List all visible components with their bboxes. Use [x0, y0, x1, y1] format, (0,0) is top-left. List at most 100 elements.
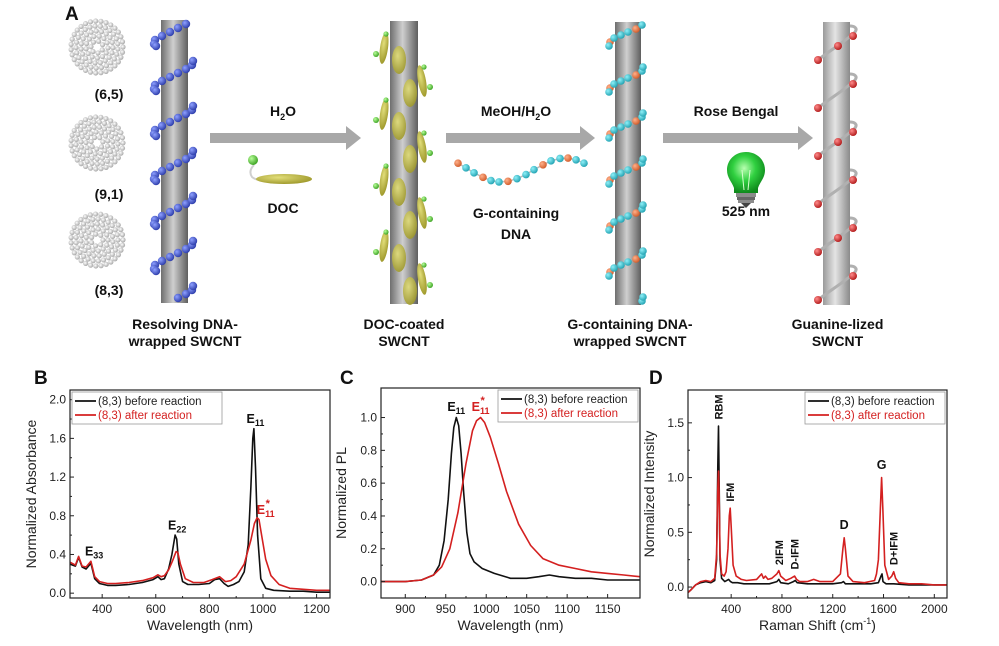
atom-dot	[81, 228, 87, 234]
atom-dot	[112, 159, 118, 165]
atom-dot	[93, 129, 99, 135]
atom-dot	[68, 240, 74, 246]
doc-head-dot	[383, 97, 389, 103]
atom-dot	[100, 217, 107, 223]
peak-annotation: G	[877, 458, 887, 472]
x-tick-label: 1000	[473, 602, 500, 616]
atom-dot	[112, 256, 118, 262]
atom-dot	[90, 48, 96, 55]
doc-ellipse	[392, 46, 406, 74]
dna-base-dot	[188, 146, 198, 156]
atom-dot	[119, 49, 126, 55]
guanine-dot	[849, 128, 857, 136]
dna-base-dot	[188, 281, 198, 291]
y-tick-label: 0.8	[49, 509, 66, 523]
atom-dot	[110, 126, 116, 132]
atom-dot	[103, 261, 109, 267]
doc-ellipse	[379, 98, 389, 130]
guanine-dot	[834, 42, 842, 50]
dna-base-dot	[610, 126, 618, 134]
atom-dot	[83, 260, 89, 267]
dna-base-dot	[157, 31, 167, 41]
dna-base-dot	[487, 176, 495, 185]
dna-base-dot	[580, 159, 588, 168]
guanine-dot	[834, 234, 842, 242]
atom-dot	[69, 36, 75, 42]
atom-dot	[71, 57, 77, 63]
atom-dot	[89, 160, 95, 167]
dna-base-dot	[605, 226, 613, 234]
dna-base-dot	[165, 72, 175, 82]
atom-dot	[115, 141, 121, 147]
atom-dot	[111, 31, 117, 37]
doc-head-dot	[421, 64, 427, 70]
x-tick-label: 1050	[513, 602, 540, 616]
atom-dot	[77, 225, 83, 231]
dna-base-dot	[181, 19, 191, 29]
atom-dot	[78, 233, 85, 239]
atom-dot	[73, 44, 79, 51]
atom-dot	[109, 222, 115, 229]
x-tick-label: 1100	[554, 602, 580, 616]
dna-base-dot	[617, 123, 625, 131]
dna-base-dot	[639, 109, 647, 117]
dna-base-dot	[632, 71, 640, 79]
dna-base-dot	[522, 170, 530, 179]
x-tick-label: 1600	[870, 602, 897, 616]
atom-dot	[96, 119, 102, 125]
y-tick-label: 0.4	[49, 547, 66, 561]
dna-base-dot	[181, 289, 191, 299]
plot-frame	[380, 387, 641, 599]
dna-base-dot	[470, 169, 478, 177]
atom-dot	[112, 218, 118, 224]
stage-caption-4: Guanine-lized SWCNT	[791, 316, 884, 349]
atom-dot	[92, 211, 99, 217]
dna-base-dot	[605, 88, 613, 96]
atom-dot	[68, 41, 74, 47]
atom-dot	[82, 214, 89, 220]
atom-dot	[77, 249, 83, 256]
atom-dot	[82, 21, 89, 27]
atom-dot	[89, 234, 95, 240]
atom-dot	[102, 133, 109, 139]
stage-caption-3: G-containing DNA-wrapped SWCNT	[567, 316, 693, 349]
atom-dot	[89, 155, 95, 161]
atom-dot	[112, 63, 118, 69]
atom-dot	[78, 238, 84, 244]
peak-annotation: RBM	[713, 394, 725, 419]
atom-dot	[100, 257, 107, 263]
atom-dot	[103, 31, 109, 37]
doc-ellipse	[403, 277, 417, 305]
x-tick-label: 800	[772, 602, 792, 616]
dna-base-dot	[617, 77, 625, 85]
atom-dot	[104, 232, 110, 238]
atom-dot	[90, 258, 96, 264]
guanine-dot	[814, 200, 822, 208]
atom-dot	[89, 222, 95, 228]
atom-dot	[120, 140, 126, 146]
dna-base-dot	[605, 272, 613, 280]
y-tick-label: 0.6	[360, 476, 377, 490]
dna-base-dot	[151, 221, 161, 231]
atom-dot	[85, 256, 91, 262]
dna-base-dot	[181, 244, 191, 254]
atom-dot	[78, 119, 84, 126]
dna-base-dot	[165, 207, 175, 217]
atom-dot	[69, 52, 75, 58]
dna-base-dot	[610, 218, 618, 226]
atom-dot	[88, 44, 94, 50]
atom-dot	[90, 39, 97, 45]
atom-dot	[96, 253, 102, 259]
tube-center	[94, 237, 100, 243]
dna-base-dot	[181, 109, 191, 119]
atom-dot	[108, 215, 114, 221]
guanine-dot	[814, 56, 822, 64]
dna-base-dot	[617, 261, 625, 269]
x-tick-label: 800	[199, 602, 219, 616]
atom-dot	[73, 234, 79, 241]
atom-dot	[83, 46, 89, 52]
atom-dot	[98, 232, 104, 238]
atom-dot	[80, 36, 86, 42]
atom-dot	[100, 228, 106, 234]
atom-dot	[74, 229, 81, 235]
